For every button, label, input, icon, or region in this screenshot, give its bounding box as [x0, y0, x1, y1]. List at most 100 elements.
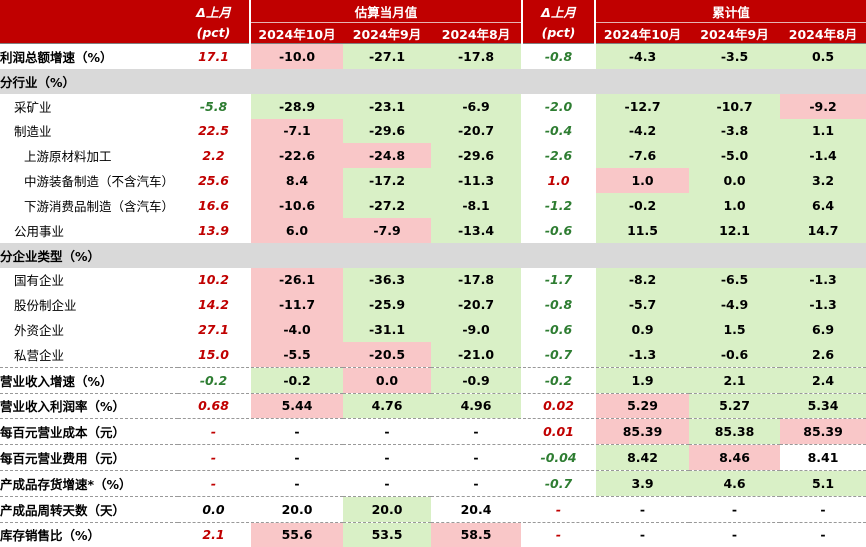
monthly-value-cell: -7.1 — [250, 119, 343, 144]
cumulative-value-cell: -4.2 — [595, 119, 689, 144]
monthly-value-cell: 20.0 — [250, 496, 343, 522]
cumulative-value-cell: 12.1 — [689, 218, 780, 243]
delta-cumulative-cell: 0.01 — [522, 419, 595, 445]
header-row-2: (pct) 2024年10月 2024年9月 2024年8月 (pct) 202… — [0, 23, 866, 44]
delta-monthly-cell: 10.2 — [178, 268, 250, 293]
delta-cumulative-cell: -2.0 — [522, 94, 595, 119]
cumulative-value-cell: 0.9 — [595, 317, 689, 342]
row-label-text: 私营企业 — [0, 348, 64, 363]
header-blank — [0, 0, 178, 23]
cumulative-value-cell: 6.4 — [780, 193, 866, 218]
header-delta-2: Δ上月 — [522, 0, 595, 23]
row-label: 国有企业 — [0, 268, 178, 293]
cumulative-value-cell: -4.9 — [689, 292, 780, 317]
cumulative-value-cell: -1.3 — [780, 292, 866, 317]
cumulative-value-cell: 8.41 — [780, 445, 866, 471]
header-group-monthly: 估算当月值 — [250, 0, 522, 23]
header-month: 2024年10月 — [250, 23, 343, 44]
cumulative-value-cell: -9.2 — [780, 94, 866, 119]
monthly-value-cell: -17.2 — [343, 168, 431, 193]
monthly-value-cell: -11.7 — [250, 292, 343, 317]
cumulative-value-cell: -4.3 — [595, 44, 689, 69]
monthly-value-cell: -28.9 — [250, 94, 343, 119]
row-label-text: 每百元营业费用（元） — [0, 451, 125, 466]
monthly-value-cell: -29.6 — [343, 119, 431, 144]
row-label: 中游装备制造（不含汽车） — [0, 168, 178, 193]
monthly-value-cell: - — [250, 419, 343, 445]
monthly-value-cell: - — [343, 445, 431, 471]
monthly-value-cell: -21.0 — [431, 342, 522, 367]
cumulative-value-cell: 5.1 — [780, 470, 866, 496]
cumulative-value-cell: -1.4 — [780, 143, 866, 168]
delta-monthly-cell: -0.2 — [178, 367, 250, 393]
delta-cumulative-cell: 0.02 — [522, 393, 595, 419]
cumulative-value-cell: 11.5 — [595, 218, 689, 243]
row-label-text: 中游装备制造（不含汽车） — [0, 174, 174, 189]
cumulative-value-cell: - — [689, 522, 780, 547]
delta-monthly-cell: 15.0 — [178, 342, 250, 367]
cumulative-value-cell: -1.3 — [595, 342, 689, 367]
monthly-value-cell: -5.5 — [250, 342, 343, 367]
monthly-value-cell: 5.44 — [250, 393, 343, 419]
monthly-value-cell: 20.0 — [343, 496, 431, 522]
cumulative-value-cell: -5.0 — [689, 143, 780, 168]
cumulative-value-cell: 5.29 — [595, 393, 689, 419]
delta-cumulative-cell: -0.8 — [522, 44, 595, 69]
delta-monthly-cell: 13.9 — [178, 218, 250, 243]
row-label-text: 国有企业 — [0, 273, 64, 288]
cumulative-value-cell: 1.0 — [689, 193, 780, 218]
header-month: 2024年9月 — [689, 23, 780, 44]
monthly-value-cell: 20.4 — [431, 496, 522, 522]
monthly-value-cell: - — [343, 470, 431, 496]
monthly-value-cell: -20.7 — [431, 119, 522, 144]
cumulative-value-cell: - — [780, 496, 866, 522]
delta-monthly-cell: 0.0 — [178, 496, 250, 522]
monthly-value-cell: -27.2 — [343, 193, 431, 218]
cumulative-value-cell: 1.5 — [689, 317, 780, 342]
monthly-value-cell: -25.9 — [343, 292, 431, 317]
delta-cumulative-cell: -0.2 — [522, 367, 595, 393]
cumulative-value-cell: 8.46 — [689, 445, 780, 471]
delta-monthly-cell: 2.1 — [178, 522, 250, 547]
row-label: 股份制企业 — [0, 292, 178, 317]
cumulative-value-cell: 4.6 — [689, 470, 780, 496]
cumulative-value-cell: 85.39 — [780, 419, 866, 445]
table-body: 利润总额增速（%）17.1-10.0-27.1-17.8-0.8-4.3-3.5… — [0, 44, 866, 547]
monthly-value-cell: -9.0 — [431, 317, 522, 342]
row-label: 下游消费品制造（含汽车） — [0, 193, 178, 218]
monthly-value-cell: - — [431, 470, 522, 496]
monthly-value-cell: - — [343, 419, 431, 445]
cumulative-value-cell: 3.2 — [780, 168, 866, 193]
row-label: 营业收入利润率（%） — [0, 393, 178, 419]
row-label-text: 产成品存货增速*（%） — [0, 477, 132, 492]
monthly-value-cell: 0.0 — [343, 367, 431, 393]
monthly-value-cell: - — [250, 470, 343, 496]
monthly-value-cell: -7.9 — [343, 218, 431, 243]
cumulative-value-cell: -3.8 — [689, 119, 780, 144]
delta-cumulative-cell: - — [522, 496, 595, 522]
monthly-value-cell: -20.5 — [343, 342, 431, 367]
row-label-text: 营业收入利润率（%） — [0, 399, 125, 414]
cumulative-value-cell: -6.5 — [689, 268, 780, 293]
row-label-text: 制造业 — [0, 124, 52, 139]
cumulative-value-cell: 0.0 — [689, 168, 780, 193]
section-label: 分企业类型（%） — [0, 243, 866, 268]
monthly-value-cell: -0.2 — [250, 367, 343, 393]
monthly-value-cell: -4.0 — [250, 317, 343, 342]
delta-monthly-cell: 2.2 — [178, 143, 250, 168]
monthly-value-cell: -0.9 — [431, 367, 522, 393]
cumulative-value-cell: 85.38 — [689, 419, 780, 445]
monthly-value-cell: -8.1 — [431, 193, 522, 218]
delta-monthly-cell: 22.5 — [178, 119, 250, 144]
monthly-value-cell: -10.0 — [250, 44, 343, 69]
delta-cumulative-cell: -1.2 — [522, 193, 595, 218]
delta-monthly-cell: 16.6 — [178, 193, 250, 218]
